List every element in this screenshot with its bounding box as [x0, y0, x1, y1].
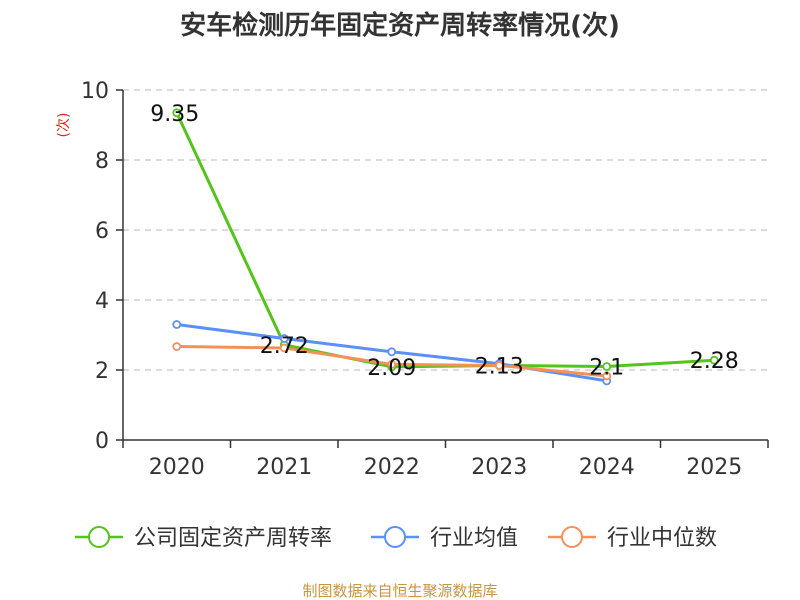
legend-label: 行业均值 [430, 526, 518, 551]
data-point[interactable] [387, 347, 397, 357]
x-tick-label: 2025 [686, 455, 742, 480]
y-axis-label: (次) [56, 113, 72, 138]
chart-title: 安车检测历年固定资产周转率情况(次) [180, 10, 620, 41]
data-point[interactable] [602, 362, 612, 371]
series-line [175, 112, 715, 369]
data-point[interactable] [172, 108, 182, 118]
data-point[interactable] [494, 361, 504, 370]
grid [123, 89, 768, 371]
data-labels: 9.35 2.72 2.09 2.13 2.1 2.28 [150, 102, 738, 381]
y-tick-label: 2 [95, 359, 109, 384]
legend-swatch-marker [561, 526, 583, 548]
data-label: 2.28 [690, 349, 739, 374]
source-note: 制图数据来自恒生聚源数据库 [302, 582, 497, 600]
legend-item-1[interactable]: 公司固定资产周转率 [75, 526, 332, 551]
data-label: 9.35 [150, 102, 199, 127]
legend-item-2[interactable]: 行业均值 [371, 526, 518, 551]
x-tick-label: 2021 [256, 455, 312, 480]
legend-label: 行业中位数 [607, 526, 717, 551]
y-tick-label: 6 [95, 219, 109, 244]
y-tick-label: 10 [81, 79, 109, 104]
data-point[interactable] [602, 371, 612, 381]
data-point[interactable] [279, 334, 289, 343]
data-label: 2.72 [260, 334, 309, 359]
x-tick-label: 2023 [471, 455, 527, 480]
axes: 0 2 4 6 8 10 2020 2021 2022 2023 2024 2025 [81, 79, 769, 480]
legend[interactable]: 公司固定资产周转率 行业均值 行业中位数 [75, 526, 717, 551]
data-point[interactable] [387, 359, 397, 369]
x-tick-label: 2022 [364, 455, 420, 480]
series-3 [172, 342, 612, 381]
y-tick-label: 4 [95, 289, 109, 314]
x-tick-label: 2020 [149, 455, 205, 480]
data-point[interactable] [279, 343, 289, 353]
data-point[interactable] [172, 342, 182, 351]
data-label: 2.09 [367, 356, 416, 381]
x-tick-label: 2024 [579, 455, 635, 480]
series-layer [172, 108, 719, 386]
y-tick-label: 8 [95, 149, 109, 174]
data-label: 2.1 [589, 356, 624, 381]
y-tick-label: 0 [95, 429, 109, 454]
series-1 [172, 108, 719, 372]
data-point[interactable] [709, 355, 719, 365]
legend-swatch-marker [384, 526, 406, 548]
data-point[interactable] [172, 320, 182, 329]
data-label: 2.13 [475, 354, 524, 379]
legend-item-3[interactable]: 行业中位数 [548, 526, 717, 551]
legend-label: 公司固定资产周转率 [134, 526, 332, 551]
legend-swatch-marker [88, 526, 110, 548]
